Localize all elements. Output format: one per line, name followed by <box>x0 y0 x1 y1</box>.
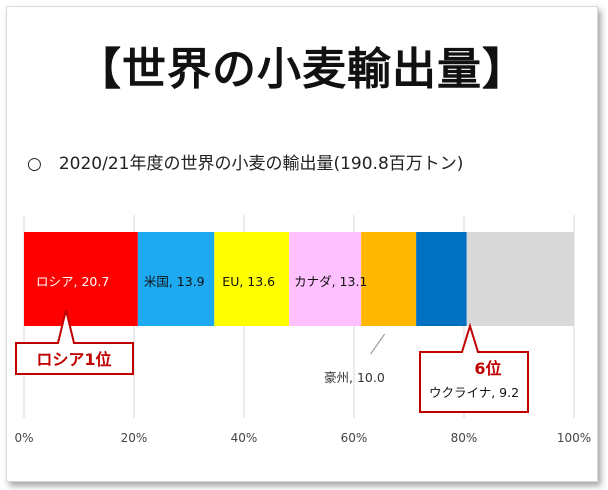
x-tick-label: 100% <box>557 431 591 445</box>
bar-label: ロシア, 20.7 <box>36 274 109 289</box>
callout-text: ロシア1位 <box>36 350 111 369</box>
bar-segment <box>416 232 467 326</box>
page-title: 【世界の小麦輸出量】 <box>77 44 527 95</box>
x-tick-label: 0% <box>14 431 33 445</box>
bar-segment <box>361 232 417 326</box>
callout-text: 6位 <box>474 359 501 378</box>
x-tick-label: 20% <box>121 431 148 445</box>
bar-segment <box>214 232 290 326</box>
bar-label: ウクライナ, 9.2 <box>429 385 519 400</box>
x-tick-label: 60% <box>341 431 368 445</box>
bar-label: 米国, 13.9 <box>144 274 205 289</box>
x-tick-label: 80% <box>451 431 478 445</box>
bar-segment <box>466 232 574 326</box>
chart-subtitle: ○ 2020/21年度の世界の小麦の輸出量(190.8百万トン) <box>27 154 464 174</box>
bar-label: カナダ, 13.1 <box>294 274 367 289</box>
callout-box <box>15 309 134 375</box>
bar-label: EU, 13.6 <box>222 274 275 289</box>
bar-segment <box>24 232 138 326</box>
bar-segment <box>137 232 215 326</box>
leader-line <box>370 333 386 355</box>
callout-box <box>419 322 529 413</box>
bar-label: 豪州, 10.0 <box>324 370 385 385</box>
x-tick-label: 40% <box>231 431 258 445</box>
bar-segment <box>289 232 362 326</box>
